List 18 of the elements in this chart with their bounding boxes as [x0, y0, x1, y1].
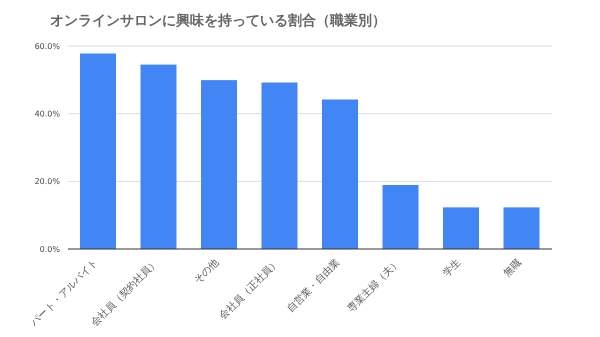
bar	[201, 80, 237, 249]
bar	[140, 64, 176, 249]
y-tick-label: 0.0%	[40, 244, 60, 254]
bar	[504, 207, 540, 249]
x-tick-label: 無職	[501, 256, 524, 280]
bar	[443, 207, 479, 249]
y-tick-label: 60.0%	[34, 42, 60, 51]
x-tick-label: 専業主婦（夫）	[344, 256, 403, 315]
x-tick-label: 自営業・自由業	[284, 256, 342, 315]
bar	[80, 53, 116, 249]
y-tick-label: 20.0%	[34, 177, 60, 186]
bar	[322, 99, 358, 249]
bar	[382, 185, 418, 249]
x-tick-label: その他	[192, 256, 222, 286]
bar	[262, 82, 298, 249]
x-tick-label: 学生	[440, 256, 464, 280]
y-tick-label: 40.0%	[34, 110, 60, 119]
chart-title: オンラインサロンに興味を持っている割合（職業別）	[50, 12, 386, 30]
